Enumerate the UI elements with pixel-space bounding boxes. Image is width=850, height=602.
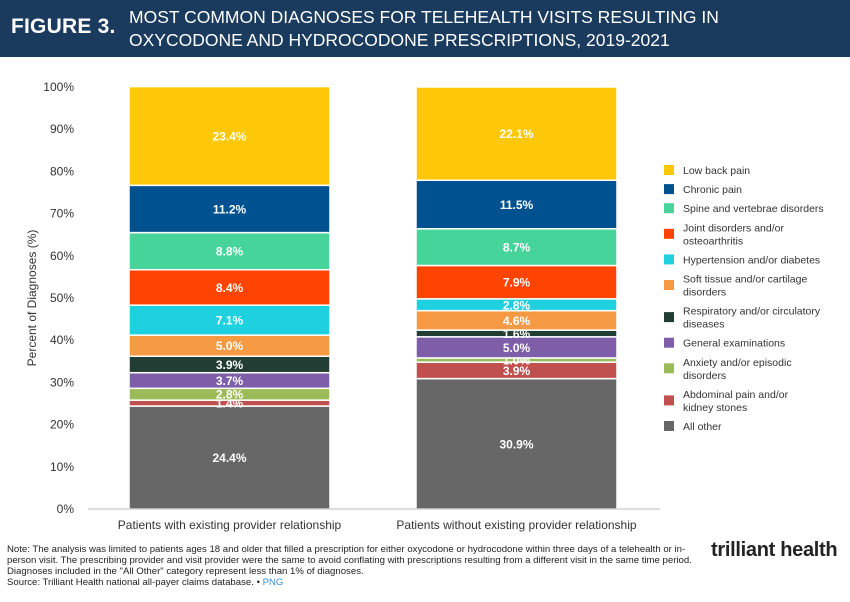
data-label: 22.1% (499, 127, 533, 141)
separator-dot: • (256, 577, 260, 588)
legend-label: Abdominal pain and/or (683, 389, 789, 401)
legend-label: osteoarthritis (683, 235, 743, 247)
bar-segment (415, 264, 618, 300)
stacked-bar-chart: 0% 10% 20% 30% 40% 50% 60% 70% 80% 90% 100% Percent… (25, 80, 824, 532)
bar-segment (415, 179, 618, 230)
bar-segment (128, 405, 331, 510)
data-label: 5.0% (216, 339, 244, 353)
footnote-line-1: Note: The analysis was limited to patien… (7, 544, 686, 555)
legend-swatch (664, 203, 674, 214)
y-tick-label: 90% (50, 122, 74, 136)
legend-swatch (664, 421, 674, 431)
bar-segment (415, 86, 618, 182)
legend-swatch (664, 228, 674, 239)
source-line: Source: Trilliant Health national all-pa… (7, 577, 283, 588)
data-label: 23.4% (212, 129, 246, 143)
bar-segment (128, 231, 331, 271)
legend-swatch (664, 395, 674, 406)
data-label: 4.6% (503, 314, 531, 328)
y-tick-label: 100% (43, 80, 74, 94)
y-tick-label: 20% (50, 418, 74, 432)
chart-title-line-2: OXYCODONE AND HYDROCODONE PRESCRIPTIONS,… (129, 30, 670, 50)
legend-label: Low back pain (683, 165, 750, 177)
y-tick-label: 10% (50, 460, 74, 474)
y-tick-label: 60% (50, 249, 74, 263)
y-tick-label: 40% (50, 333, 74, 347)
data-label: 24.4% (212, 451, 246, 465)
y-tick-label: 80% (50, 164, 74, 178)
legend-label: kidney stones (683, 402, 747, 414)
y-tick-label: 50% (50, 291, 74, 305)
data-label: 5.0% (503, 341, 531, 355)
legend-swatch (664, 363, 674, 374)
legend-label: All other (683, 421, 722, 433)
legend-label: Hypertension and/or diabetes (683, 254, 820, 266)
png-download-link[interactable]: PNG (262, 577, 284, 588)
data-label: 7.1% (216, 314, 244, 328)
source-text: Source: Trilliant Health national all-pa… (7, 577, 254, 588)
legend-label: disorders (683, 287, 726, 299)
legend-label: diseases (683, 319, 724, 331)
data-label: 7.9% (503, 276, 531, 290)
legend-swatch (664, 165, 674, 175)
y-tick-label: 0% (57, 502, 75, 516)
bar-segment (128, 304, 331, 336)
legend-label: Respiratory and/or circulatory (683, 306, 821, 318)
legend-label: General examinations (683, 338, 785, 350)
legend-label: Joint disorders and/or (683, 222, 784, 234)
footnote-line-3: Diagnoses included in the "All Other" ca… (7, 566, 364, 577)
legend-swatch (664, 312, 674, 323)
legend-label: disorders (683, 370, 726, 382)
x-category-label: Patients with existing provider relation… (118, 518, 342, 532)
legend-label: Chronic pain (683, 184, 742, 196)
bar-segment (415, 228, 618, 267)
legend-swatch (664, 184, 674, 195)
y-tick-label: 30% (50, 375, 74, 389)
legend-label: Soft tissue and/or cartilage (683, 274, 807, 286)
bar-segment (128, 268, 331, 306)
bar-segment (415, 377, 618, 510)
data-label: 8.7% (503, 241, 531, 255)
trilliant-health-logo: trilliant health (711, 539, 838, 561)
data-label: 8.8% (216, 245, 244, 259)
data-label: 30.9% (499, 437, 533, 451)
legend-label: Spine and vertebrae disorders (683, 203, 824, 215)
chart-title-line-1: MOST COMMON DIAGNOSES FOR TELEHEALTH VIS… (129, 7, 719, 27)
footnote-line-2: person visit. The prescribing provider a… (7, 555, 692, 566)
data-label: 11.5% (500, 198, 534, 212)
data-label: 2.8% (503, 298, 531, 312)
legend-swatch (664, 254, 674, 265)
figure-header: FIGURE 3. MOST COMMON DIAGNOSES FOR TELE… (0, 0, 850, 57)
legend-label: Anxiety and/or episodic (683, 357, 792, 369)
legend-swatch (664, 337, 674, 348)
data-label: 3.7% (216, 374, 244, 388)
data-label: 3.9% (503, 364, 531, 378)
y-axis-title: Percent of Diagnoses (%) (25, 230, 39, 367)
figure-label: FIGURE 3. (11, 15, 116, 38)
legend-swatch (664, 280, 674, 290)
data-label: 8.4% (216, 281, 244, 295)
bar-segment (128, 85, 331, 187)
bar-segment (128, 184, 331, 234)
data-label: 11.2% (213, 202, 247, 216)
data-label: 3.9% (216, 358, 244, 372)
x-category-label: Patients without existing provider relat… (396, 518, 636, 532)
y-tick-label: 70% (50, 207, 74, 221)
data-label: 2.8% (216, 388, 244, 402)
